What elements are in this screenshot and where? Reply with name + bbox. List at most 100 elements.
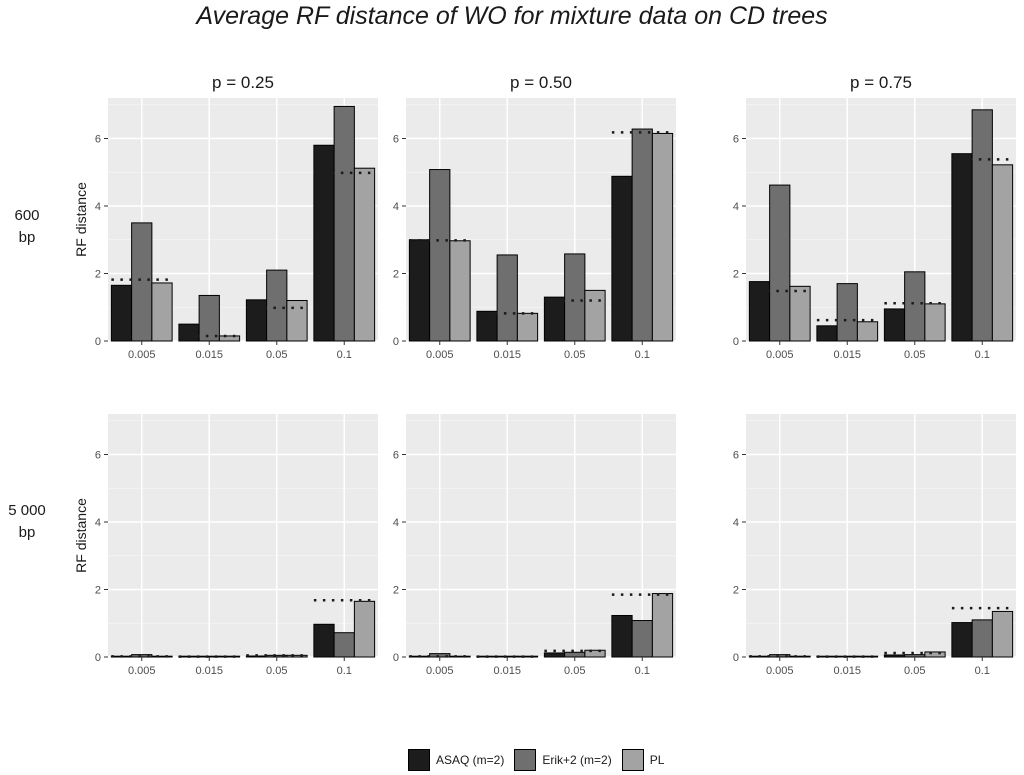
bar-3-2-2 <box>286 654 308 658</box>
column-label-1: p = 0.50 <box>510 73 572 92</box>
bar-0-3-2 <box>353 167 376 342</box>
legend-label-erik: Erik+2 (m=2) <box>542 753 612 767</box>
bar-1-2-2 <box>584 289 606 342</box>
y-tick-label-1-2: 2 <box>393 269 399 281</box>
y-tick-label-2-6: 6 <box>733 134 739 146</box>
legend-key-erik <box>514 749 537 771</box>
bar-5-2-2 <box>924 651 946 658</box>
column-label-0: p = 0.25 <box>212 73 274 92</box>
legend-key-pl <box>621 749 644 771</box>
bar-2-0-2 <box>789 285 811 342</box>
bar-4-3-1 <box>631 620 653 658</box>
bar-5-3-0 <box>951 622 973 658</box>
x-tick-label-0-1: 0.015 <box>195 349 223 361</box>
bar-3-3-2 <box>353 600 376 658</box>
bar-0-0-2 <box>151 282 173 342</box>
y-tick-label-2-2: 2 <box>733 269 739 281</box>
bar-0-2-1 <box>266 269 288 342</box>
bar-2-3-1 <box>971 109 993 342</box>
y-tick-label-1-6: 6 <box>393 134 399 146</box>
bar-0-1-2 <box>218 335 241 342</box>
bar-4-0-2 <box>449 655 471 658</box>
x-tick-label-0-2: 0.05 <box>266 349 287 361</box>
x-tick-label-2-2: 0.05 <box>904 349 925 361</box>
y-tick-label-4-4: 4 <box>393 517 399 529</box>
y-tick-label-2-4: 4 <box>733 201 739 213</box>
x-tick-label-3-0: 0.005 <box>128 665 156 677</box>
row-label-600bp: 600 bp <box>4 205 50 249</box>
y-tick-label-0-0: 0 <box>95 336 101 348</box>
x-tick-label-3-2: 0.05 <box>266 665 287 677</box>
y-tick-label-2-0: 0 <box>733 336 739 348</box>
bar-0-0-0 <box>110 284 133 342</box>
bar-5-2-0 <box>883 654 906 658</box>
bar-2-1-0 <box>816 325 838 342</box>
bar-1-0-2 <box>449 240 471 342</box>
x-tick-label-4-3: 0.1 <box>635 665 650 677</box>
bar-2-3-2 <box>991 164 1014 342</box>
bar-2-2-0 <box>883 308 906 342</box>
bar-4-3-0 <box>611 614 633 658</box>
legend-item-pl: PL <box>621 749 665 771</box>
legend-label-pl: PL <box>649 753 665 767</box>
bar-0-1-0 <box>178 323 200 342</box>
legend-item-asaq: ASAQ (m=2) <box>408 749 504 771</box>
y-tick-label-3-2: 2 <box>95 585 101 597</box>
bar-2-3-0 <box>951 153 973 342</box>
bar-2-2-1 <box>904 271 926 342</box>
bar-1-1-1 <box>496 254 518 342</box>
x-tick-label-5-2: 0.05 <box>904 665 925 677</box>
bar-4-3-2 <box>651 593 674 658</box>
y-tick-label-3-6: 6 <box>95 450 101 462</box>
y-tick-label-1-4: 4 <box>393 201 399 213</box>
bar-1-3-2 <box>651 132 674 342</box>
y-axis-title-row-1: RF distance <box>73 498 89 573</box>
y-tick-label-5-0: 0 <box>733 652 739 664</box>
figure-title: Average RF distance of WO for mixture da… <box>196 2 828 30</box>
bar-1-0-1 <box>429 169 451 342</box>
bar-3-3-0 <box>313 623 335 658</box>
bar-3-0-2 <box>151 655 173 658</box>
y-tick-label-0-6: 6 <box>95 134 101 146</box>
y-tick-label-0-2: 2 <box>95 269 101 281</box>
bar-1-1-2 <box>516 312 539 342</box>
bar-5-3-1 <box>971 619 993 658</box>
x-tick-label-3-3: 0.1 <box>337 665 352 677</box>
bar-2-1-1 <box>836 283 858 342</box>
x-tick-label-5-0: 0.005 <box>766 665 794 677</box>
row-label-600bp-line2: bp <box>18 229 36 246</box>
bar-1-2-0 <box>543 296 566 342</box>
bar-5-1-2 <box>856 655 879 658</box>
bar-2-0-1 <box>769 184 791 342</box>
column-label-2: p = 0.75 <box>850 73 912 92</box>
y-tick-label-5-4: 4 <box>733 517 739 529</box>
x-tick-label-4-2: 0.05 <box>564 665 585 677</box>
x-tick-label-2-0: 0.005 <box>766 349 794 361</box>
bar-2-1-2 <box>856 321 879 342</box>
bar-2-2-2 <box>924 303 946 342</box>
legend-key-asaq <box>408 749 430 771</box>
bar-4-1-2 <box>516 655 539 658</box>
bar-5-3-2 <box>991 610 1014 658</box>
bar-4-2-0 <box>543 652 566 658</box>
bar-0-1-1 <box>198 294 220 342</box>
bar-4-2-2 <box>584 649 606 658</box>
y-tick-label-0-4: 4 <box>95 201 101 213</box>
y-tick-label-4-0: 0 <box>393 652 399 664</box>
bar-0-3-1 <box>333 105 355 342</box>
bar-5-2-1 <box>904 654 926 658</box>
bar-0-2-0 <box>245 299 268 342</box>
legend-item-erik: Erik+2 (m=2) <box>514 749 612 771</box>
x-tick-label-0-3: 0.1 <box>337 349 352 361</box>
bar-1-1-0 <box>476 310 498 342</box>
bar-1-0-0 <box>408 239 431 342</box>
faceted-bar-chart: p = 0.25 p = 0.50 p = 0.75 RF distance RF di… <box>73 73 1016 677</box>
x-tick-label-2-3: 0.1 <box>975 349 990 361</box>
row-label-5000bp: 5 000 bp <box>4 500 50 544</box>
bar-0-2-2 <box>286 300 308 342</box>
x-tick-label-1-1: 0.015 <box>493 349 521 361</box>
bar-0-0-1 <box>131 222 153 342</box>
y-tick-label-5-6: 6 <box>733 450 739 462</box>
x-tick-label-0-0: 0.005 <box>128 349 156 361</box>
y-tick-label-1-0: 0 <box>393 336 399 348</box>
